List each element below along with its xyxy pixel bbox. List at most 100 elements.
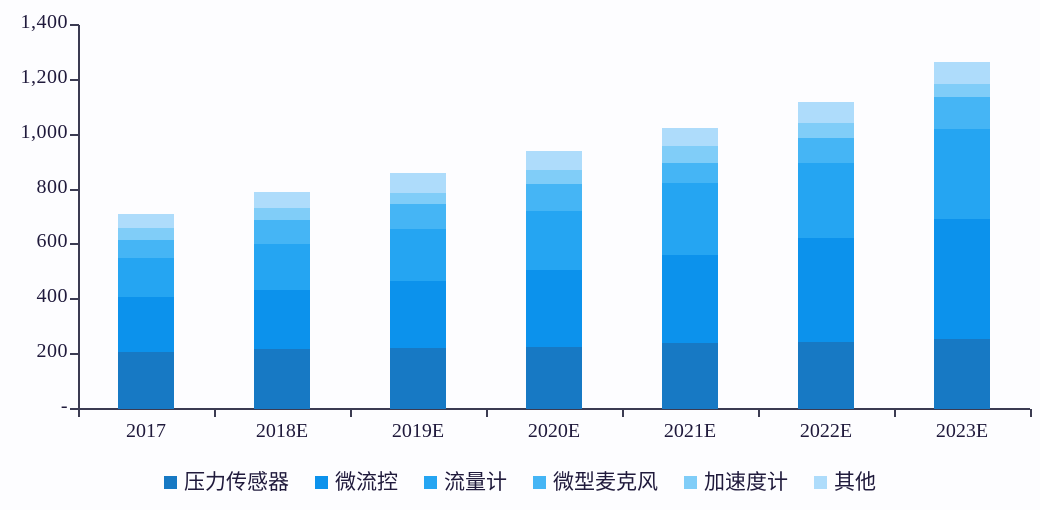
bar-segment[interactable]	[118, 258, 174, 298]
bar-segment[interactable]	[254, 349, 310, 409]
bar-segment[interactable]	[254, 207, 310, 221]
x-axis-tick	[622, 409, 624, 417]
x-axis-tick	[758, 409, 760, 417]
bar-segment[interactable]	[118, 228, 174, 241]
bar-segment[interactable]	[390, 172, 446, 193]
bar-segment[interactable]	[662, 146, 718, 163]
y-axis-tick	[70, 408, 79, 410]
y-axis-tick	[70, 243, 79, 246]
bar-segment[interactable]	[662, 254, 718, 343]
y-axis-tick-label: -	[60, 395, 68, 417]
x-axis-tick	[486, 409, 488, 417]
bar-2020E[interactable]	[526, 151, 582, 409]
bar-segment[interactable]	[798, 342, 854, 409]
y-axis-tick-label: 600	[36, 230, 68, 253]
legend-label: 加速度计	[704, 470, 788, 494]
x-axis-label: 2022E	[799, 420, 853, 442]
bar-segment[interactable]	[118, 351, 174, 409]
bar-segment[interactable]	[118, 297, 174, 352]
bar-segment[interactable]	[254, 290, 310, 350]
bar-segment[interactable]	[390, 192, 446, 205]
legend-swatch-icon	[814, 476, 827, 489]
bar-2018E[interactable]	[254, 192, 310, 409]
bar-segment[interactable]	[934, 97, 990, 129]
bar-segment[interactable]	[798, 123, 854, 139]
bar-segment[interactable]	[526, 269, 582, 347]
legend-label: 微型麦克风	[553, 470, 658, 494]
legend-label: 流量计	[444, 470, 507, 494]
bar-segment[interactable]	[934, 62, 990, 85]
bar-2021E[interactable]	[662, 127, 718, 409]
bar-segment[interactable]	[526, 184, 582, 211]
bar-segment[interactable]	[254, 192, 310, 208]
bar-segment[interactable]	[118, 214, 174, 229]
y-axis-tick-label: 400	[36, 285, 68, 308]
y-axis-labels: - 200 400 600 800 1,000 1,200 1,400	[0, 0, 68, 420]
bar-segment[interactable]	[526, 151, 582, 171]
legend-swatch-icon	[424, 476, 437, 489]
y-axis-tick	[70, 298, 79, 301]
legend-swatch-icon	[684, 476, 697, 489]
x-axis-label: 2020E	[527, 420, 581, 442]
bar-segment[interactable]	[390, 204, 446, 230]
bar-segment[interactable]	[526, 170, 582, 185]
bar-segment[interactable]	[526, 346, 582, 409]
bar-segment[interactable]	[254, 243, 310, 291]
bar-segment[interactable]	[662, 183, 718, 255]
x-axis-tick	[1030, 409, 1032, 417]
legend-label: 其他	[834, 470, 876, 494]
bar-2022E[interactable]	[798, 102, 854, 409]
legend-item-加速度计[interactable]: 加速度计	[684, 472, 788, 493]
bar-segment[interactable]	[390, 229, 446, 282]
y-axis-tick	[70, 78, 79, 81]
x-axis-tick	[78, 409, 80, 417]
bar-segment[interactable]	[390, 348, 446, 409]
legend-item-其他[interactable]: 其他	[814, 472, 876, 493]
x-axis-tick	[214, 409, 216, 417]
plot-area	[78, 25, 1030, 409]
bar-segment[interactable]	[798, 163, 854, 239]
y-axis-tick	[70, 24, 79, 26]
x-axis-label: 2023E	[935, 420, 989, 442]
bar-segment[interactable]	[662, 342, 718, 409]
bar-segment[interactable]	[798, 102, 854, 124]
y-axis-tick	[70, 188, 79, 191]
x-axis-label: 2019E	[391, 420, 445, 442]
y-axis-tick-label: 800	[36, 175, 68, 198]
bar-segment[interactable]	[934, 128, 990, 220]
bar-2019E[interactable]	[390, 172, 446, 409]
legend-item-微流控[interactable]: 微流控	[315, 472, 398, 493]
bar-segment[interactable]	[526, 210, 582, 270]
legend-swatch-icon	[164, 476, 177, 489]
x-axis-tick	[894, 409, 896, 417]
bar-segment[interactable]	[934, 219, 990, 340]
bar-segment[interactable]	[390, 281, 446, 349]
bar-segment[interactable]	[934, 339, 990, 409]
legend-swatch-icon	[315, 476, 328, 489]
legend-item-压力传感器[interactable]: 压力传感器	[164, 472, 289, 493]
chart-legend: 压力传感器 微流控 流量计 微型麦克风 加速度计 其他	[0, 472, 1040, 493]
y-axis-tick	[70, 353, 79, 356]
x-axis-tick	[350, 409, 352, 417]
bar-segment[interactable]	[798, 138, 854, 164]
legend-item-微型麦克风[interactable]: 微型麦克风	[533, 472, 658, 493]
bar-segment[interactable]	[118, 240, 174, 259]
y-axis-tick-label: 1,200	[20, 65, 68, 88]
bar-segment[interactable]	[254, 220, 310, 244]
y-axis-tick-label: 1,400	[20, 11, 68, 33]
y-axis-tick	[70, 133, 79, 136]
legend-label: 压力传感器	[184, 470, 289, 494]
x-axis-label: 2017	[126, 420, 166, 442]
y-axis-tick-label: 1,000	[20, 120, 68, 143]
legend-item-流量计[interactable]: 流量计	[424, 472, 507, 493]
bar-segment[interactable]	[934, 84, 990, 98]
x-axis-label: 2021E	[663, 420, 717, 442]
bar-segment[interactable]	[662, 127, 718, 146]
x-axis-label: 2018E	[255, 420, 309, 442]
bar-segment[interactable]	[662, 163, 718, 184]
bar-2023E[interactable]	[934, 62, 990, 409]
legend-swatch-icon	[533, 476, 546, 489]
bar-segment[interactable]	[798, 238, 854, 343]
bar-2017[interactable]	[118, 214, 174, 409]
